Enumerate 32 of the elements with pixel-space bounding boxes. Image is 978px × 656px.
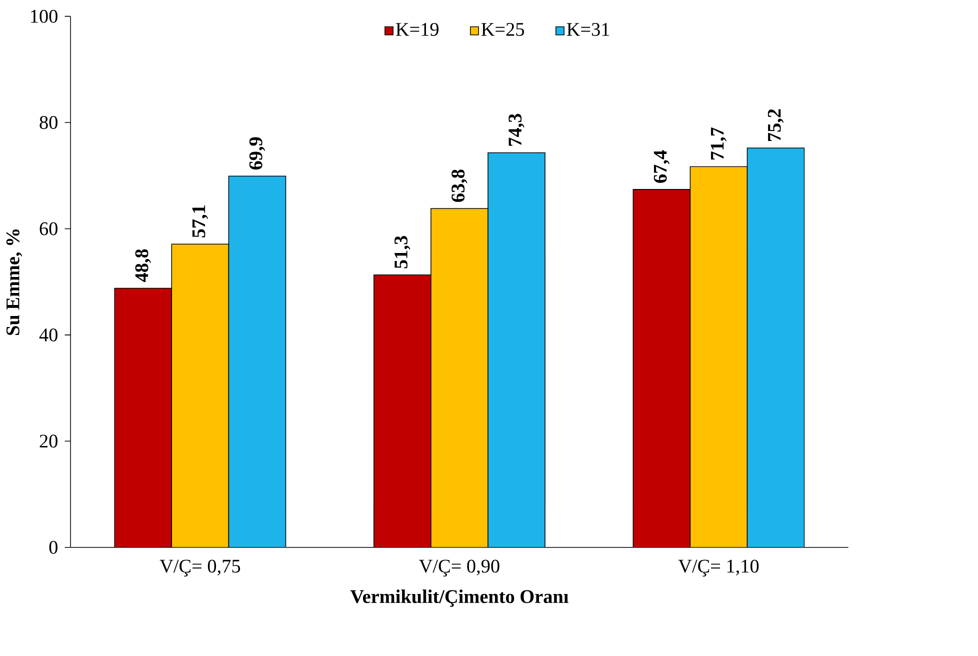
y-tick-label: 100 — [31, 10, 58, 23]
data-label: 51,3 — [394, 236, 410, 268]
data-label: 69,9 — [249, 137, 266, 170]
bar — [172, 244, 229, 548]
y-tick-label: 20 — [40, 434, 58, 448]
legend-label: K=31 — [566, 23, 610, 36]
legend-label: K=25 — [481, 23, 524, 36]
bar — [690, 166, 748, 548]
x-axis-title: Vermikulit/Çimento Oranı — [350, 590, 568, 607]
data-label: 48,8 — [135, 249, 152, 282]
bar — [228, 176, 286, 548]
x-tick-label: V/Ç= 1,10 — [678, 560, 759, 577]
bar — [632, 189, 691, 548]
bar — [374, 274, 431, 548]
bar — [430, 208, 488, 548]
y-axis-title: Su Emme, % — [6, 230, 22, 336]
data-label: 75,2 — [768, 109, 784, 142]
legend-label: K=19 — [396, 23, 439, 36]
y-tick-label: 60 — [40, 222, 58, 236]
x-tick-label: V/Ç= 0,75 — [160, 560, 240, 577]
data-label: 63,8 — [452, 170, 468, 202]
bar — [746, 148, 805, 548]
data-label: 57,1 — [192, 206, 208, 238]
bar — [488, 152, 546, 548]
data-label: 67,4 — [654, 150, 670, 183]
x-tick-label: V/Ç= 0,90 — [419, 560, 500, 577]
y-tick-label: 40 — [39, 328, 58, 342]
y-tick-label: 80 — [40, 116, 58, 130]
data-label: 74,3 — [508, 114, 524, 146]
bar — [114, 288, 172, 548]
y-tick-label: 0 — [49, 540, 58, 554]
data-label: 71,7 — [710, 128, 727, 160]
